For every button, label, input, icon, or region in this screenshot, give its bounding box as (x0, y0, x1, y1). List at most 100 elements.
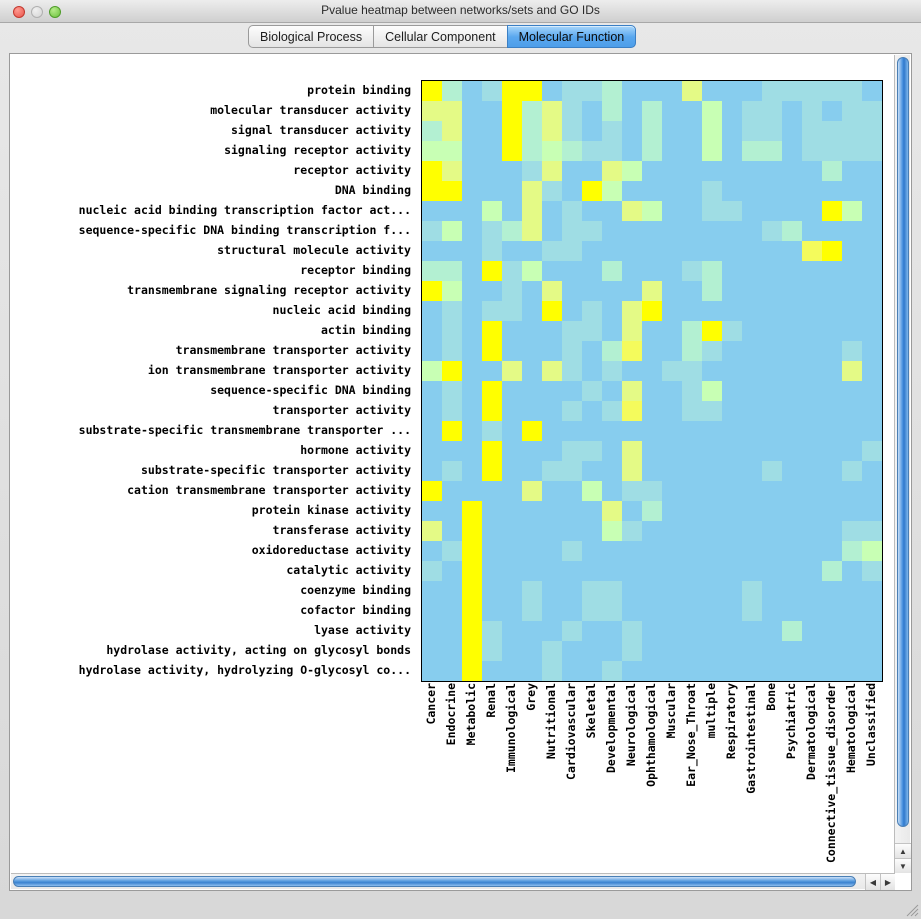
heatmap-cell[interactable] (522, 441, 542, 461)
heatmap-cell[interactable] (862, 101, 882, 121)
heatmap-cell[interactable] (522, 661, 542, 681)
heatmap-cell[interactable] (442, 541, 462, 561)
heatmap-cell[interactable] (622, 621, 642, 641)
heatmap-cell[interactable] (802, 81, 822, 101)
heatmap-cell[interactable] (702, 641, 722, 661)
heatmap-cell[interactable] (722, 101, 742, 121)
heatmap-cell[interactable] (722, 361, 742, 381)
heatmap-cell[interactable] (662, 441, 682, 461)
heatmap-cell[interactable] (422, 481, 442, 501)
heatmap-cell[interactable] (542, 641, 562, 661)
heatmap-cell[interactable] (862, 521, 882, 541)
heatmap-cell[interactable] (702, 361, 722, 381)
heatmap-cell[interactable] (862, 161, 882, 181)
heatmap-cell[interactable] (862, 261, 882, 281)
heatmap-cell[interactable] (662, 481, 682, 501)
heatmap-cell[interactable] (822, 661, 842, 681)
heatmap-cell[interactable] (602, 361, 622, 381)
heatmap-cell[interactable] (542, 201, 562, 221)
heatmap-cell[interactable] (782, 581, 802, 601)
heatmap-cell[interactable] (542, 661, 562, 681)
heatmap-cell[interactable] (482, 141, 502, 161)
heatmap-cell[interactable] (582, 181, 602, 201)
heatmap-cell[interactable] (822, 341, 842, 361)
heatmap-cell[interactable] (862, 641, 882, 661)
heatmap-cell[interactable] (542, 601, 562, 621)
heatmap-cell[interactable] (822, 101, 842, 121)
heatmap-cell[interactable] (702, 661, 722, 681)
heatmap-cell[interactable] (562, 161, 582, 181)
heatmap-cell[interactable] (522, 341, 542, 361)
heatmap-cell[interactable] (842, 201, 862, 221)
heatmap-cell[interactable] (702, 461, 722, 481)
heatmap-cell[interactable] (682, 661, 702, 681)
heatmap-cell[interactable] (602, 421, 622, 441)
heatmap-cell[interactable] (822, 381, 842, 401)
heatmap-cell[interactable] (822, 561, 842, 581)
heatmap-cell[interactable] (722, 601, 742, 621)
heatmap-cell[interactable] (762, 81, 782, 101)
heatmap-cell[interactable] (562, 381, 582, 401)
heatmap-cell[interactable] (582, 381, 602, 401)
heatmap-cell[interactable] (662, 561, 682, 581)
heatmap-cell[interactable] (722, 661, 742, 681)
heatmap-cell[interactable] (842, 541, 862, 561)
heatmap-cell[interactable] (822, 301, 842, 321)
heatmap-cell[interactable] (562, 401, 582, 421)
heatmap-cell[interactable] (762, 421, 782, 441)
heatmap-cell[interactable] (462, 261, 482, 281)
heatmap-cell[interactable] (422, 541, 442, 561)
heatmap-cell[interactable] (842, 641, 862, 661)
heatmap-cell[interactable] (782, 421, 802, 441)
heatmap-cell[interactable] (682, 521, 702, 541)
heatmap-cell[interactable] (802, 341, 822, 361)
heatmap-cell[interactable] (462, 161, 482, 181)
heatmap-cell[interactable] (802, 241, 822, 261)
heatmap-cell[interactable] (602, 501, 622, 521)
heatmap-cell[interactable] (502, 561, 522, 581)
heatmap-cell[interactable] (682, 621, 702, 641)
heatmap-cell[interactable] (602, 301, 622, 321)
heatmap-cell[interactable] (482, 601, 502, 621)
heatmap-cell[interactable] (802, 281, 822, 301)
heatmap-cell[interactable] (842, 121, 862, 141)
heatmap-cell[interactable] (642, 341, 662, 361)
heatmap-cell[interactable] (642, 541, 662, 561)
heatmap-cell[interactable] (762, 501, 782, 521)
heatmap-cell[interactable] (462, 661, 482, 681)
heatmap-cell[interactable] (682, 441, 702, 461)
heatmap-cell[interactable] (562, 221, 582, 241)
heatmap-cell[interactable] (562, 101, 582, 121)
heatmap-cell[interactable] (802, 501, 822, 521)
heatmap-cell[interactable] (762, 401, 782, 421)
heatmap-cell[interactable] (702, 201, 722, 221)
heatmap-cell[interactable] (442, 241, 462, 261)
heatmap-cell[interactable] (422, 421, 442, 441)
heatmap-cell[interactable] (502, 381, 522, 401)
heatmap-cell[interactable] (582, 581, 602, 601)
maximize-window-button[interactable] (49, 6, 61, 18)
heatmap-cell[interactable] (782, 621, 802, 641)
heatmap-cell[interactable] (562, 661, 582, 681)
heatmap-cell[interactable] (722, 581, 742, 601)
heatmap-cell[interactable] (602, 561, 622, 581)
heatmap-cell[interactable] (642, 81, 662, 101)
heatmap-cell[interactable] (802, 181, 822, 201)
heatmap-cell[interactable] (542, 361, 562, 381)
heatmap-cell[interactable] (842, 281, 862, 301)
heatmap-cell[interactable] (422, 401, 442, 421)
heatmap-cell[interactable] (682, 481, 702, 501)
heatmap-cell[interactable] (522, 561, 542, 581)
heatmap-cell[interactable] (542, 581, 562, 601)
heatmap-cell[interactable] (522, 421, 542, 441)
heatmap-cell[interactable] (762, 641, 782, 661)
heatmap-cell[interactable] (762, 201, 782, 221)
heatmap-cell[interactable] (522, 481, 542, 501)
heatmap-cell[interactable] (482, 401, 502, 421)
heatmap-cell[interactable] (582, 161, 602, 181)
heatmap-cell[interactable] (602, 321, 622, 341)
heatmap-cell[interactable] (642, 141, 662, 161)
heatmap-cell[interactable] (622, 661, 642, 681)
heatmap-cell[interactable] (482, 281, 502, 301)
heatmap-cell[interactable] (522, 541, 542, 561)
